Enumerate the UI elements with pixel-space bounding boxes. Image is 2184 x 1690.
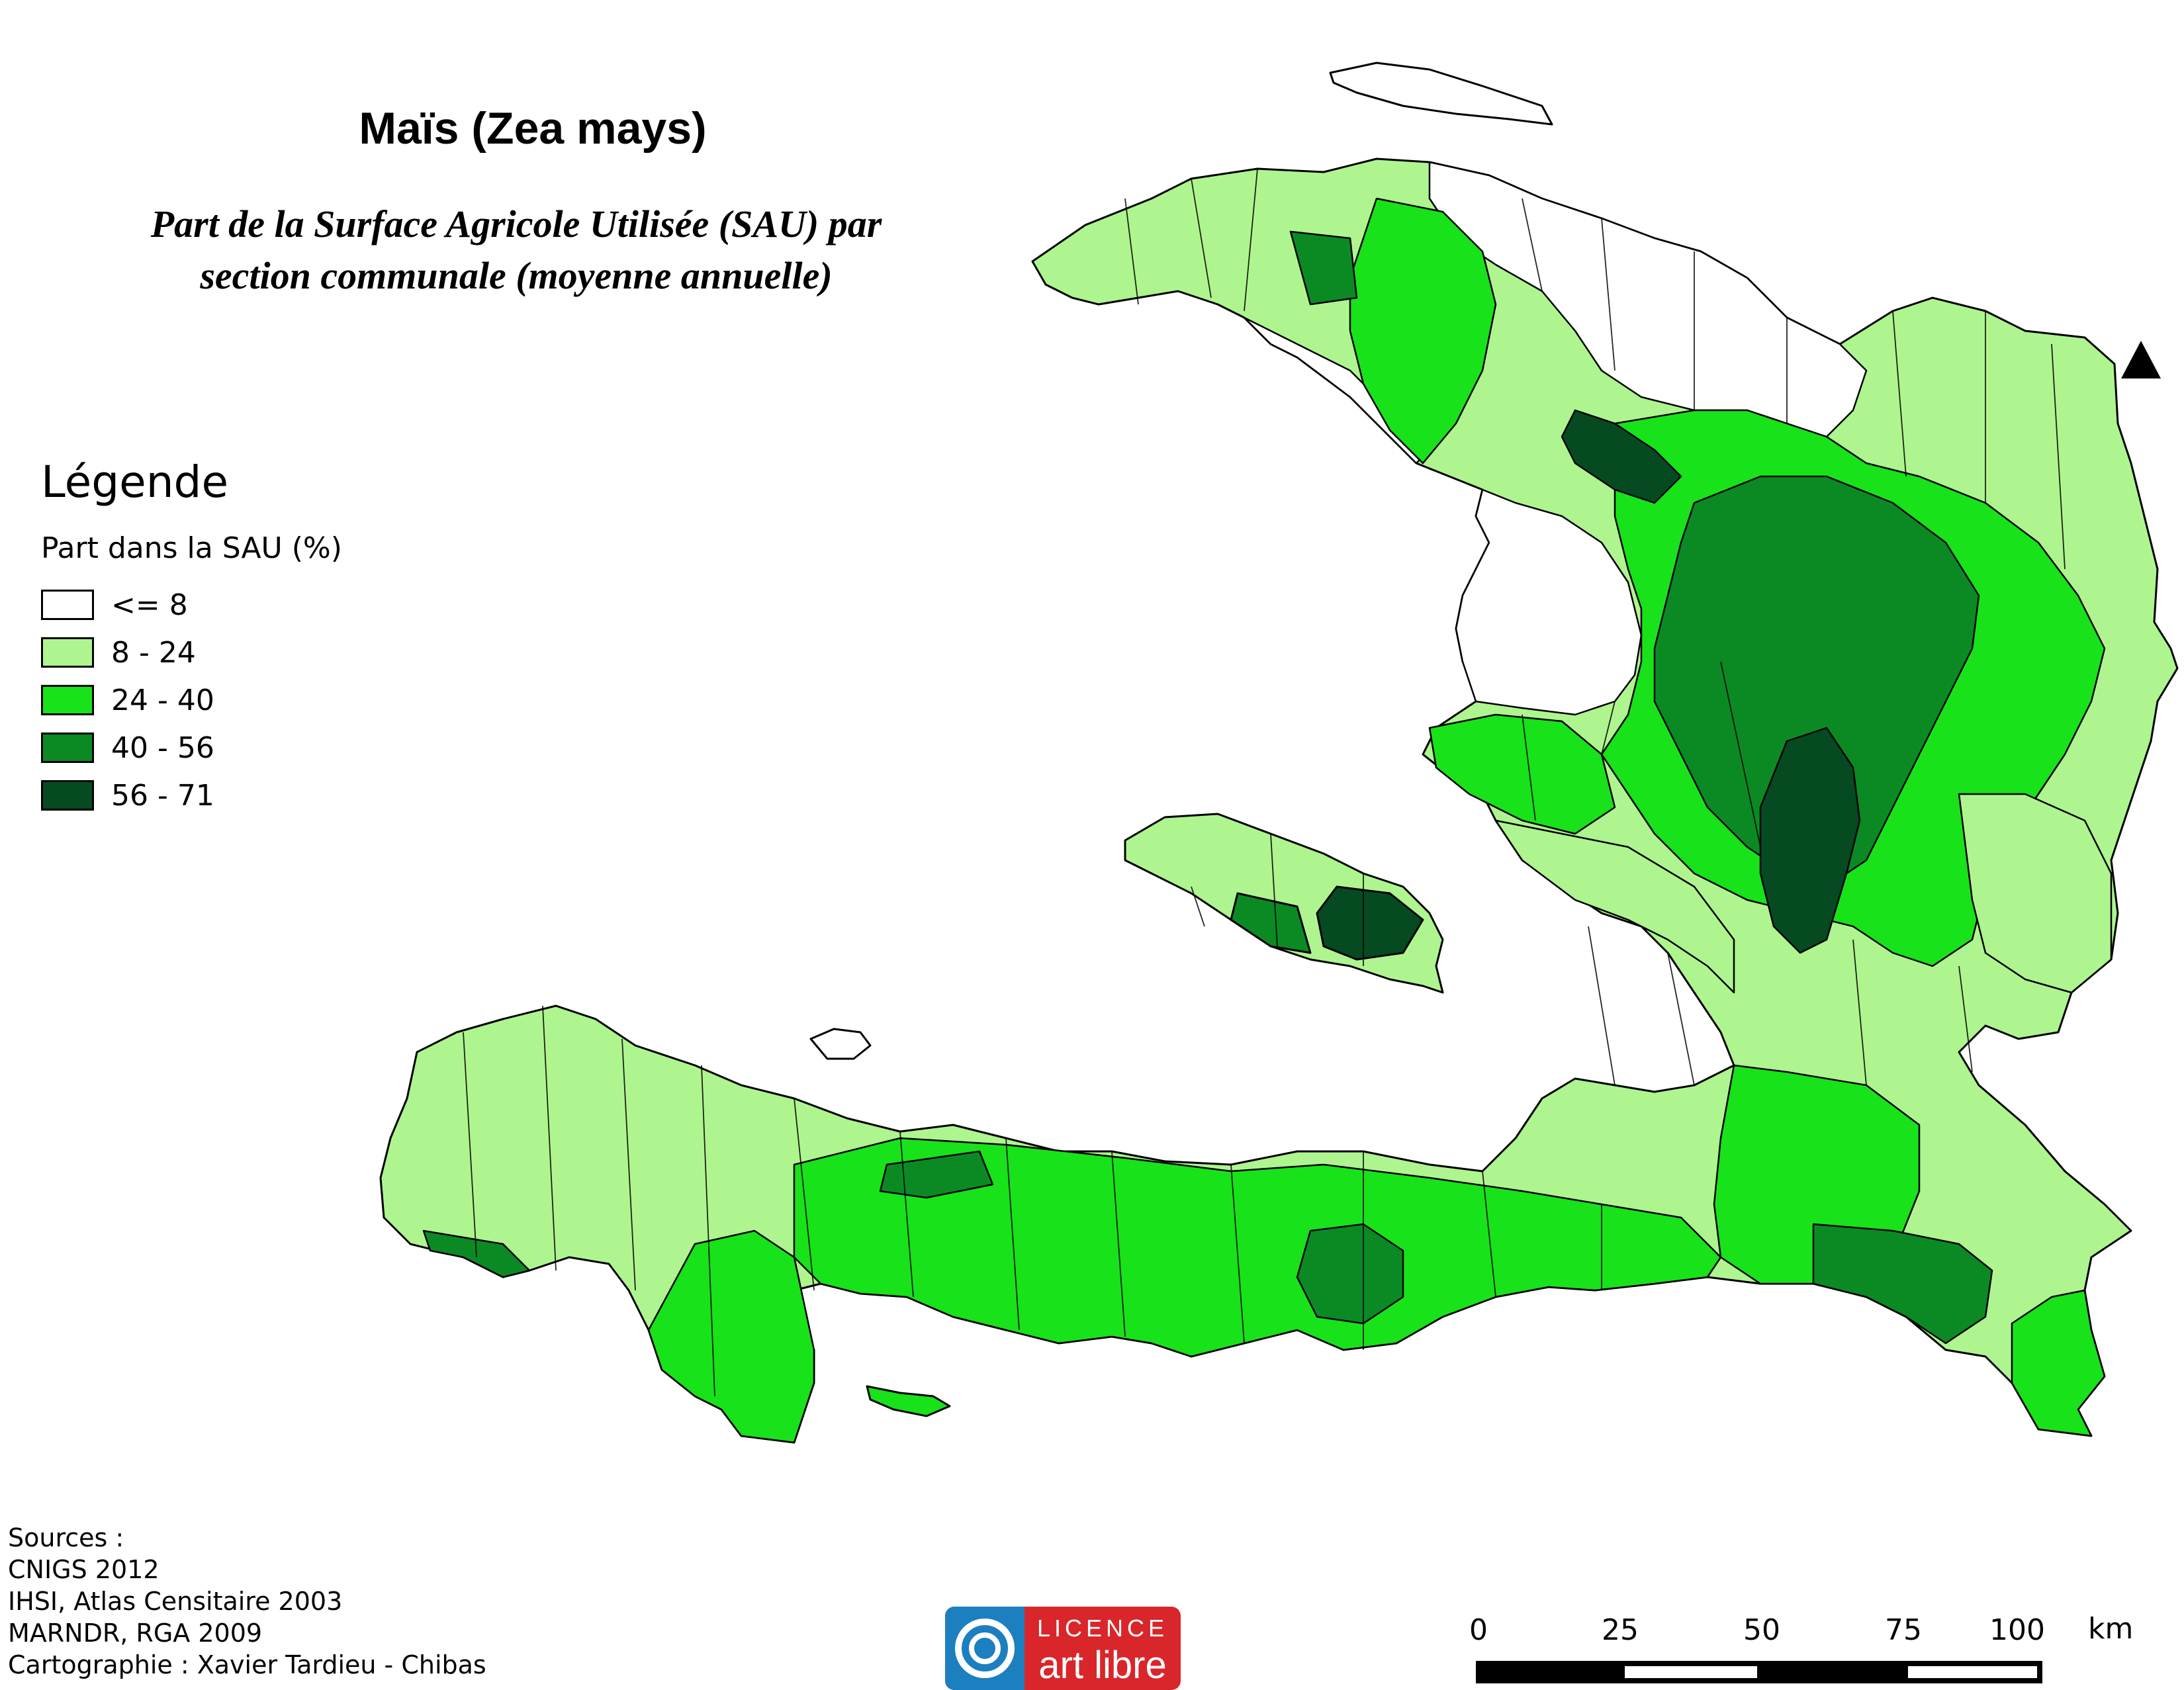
licence-line2: art libre: [1038, 1644, 1166, 1687]
scale-tick-label: 25: [1602, 1613, 1639, 1647]
scale-tick-label: 75: [1885, 1613, 1922, 1647]
legend-swatch: [41, 685, 94, 715]
zone-northwest-peninsula-dark: [1289, 230, 1358, 306]
ile-a-vache: [866, 1385, 951, 1417]
scale-tick-label: 0: [1469, 1613, 1488, 1647]
legend: Légende Part dans la SAU (%) <= 8 8 - 24…: [41, 457, 342, 819]
cayemites-island: [809, 1028, 872, 1060]
licence-art-libre-logo: LICENCE art libre: [945, 1607, 1181, 1690]
legend-label: <= 8: [111, 588, 188, 622]
north-arrow-icon: [2121, 341, 2161, 378]
sources-block: Sources : CNIGS 2012 IHSI, Atlas Censita…: [8, 1522, 486, 1681]
licence-line1: LICENCE: [1037, 1615, 1168, 1642]
zone-southeast-tip-green: [2011, 1289, 2106, 1437]
zone-northwest-peninsula-green: [1349, 197, 1497, 465]
zone-south-dark-2: [879, 1150, 994, 1199]
legend-label: 8 - 24: [111, 635, 196, 670]
map-title: Maïs (Zea mays): [359, 103, 707, 154]
zone-center-dark: [1653, 475, 1980, 888]
legend-item: 56 - 71: [41, 772, 342, 819]
legend-item: <= 8: [41, 581, 342, 629]
legend-title: Légende: [41, 457, 229, 508]
zone-east-light: [1958, 793, 2113, 994]
zone-west-light: [1494, 819, 1735, 994]
scale-tick-label: 50: [1743, 1613, 1780, 1647]
scale-bar: 0 25 50 75 100: [1469, 1613, 2045, 1683]
sources-line: IHSI, Atlas Censitaire 2003: [8, 1587, 343, 1616]
legend-swatch: [41, 733, 94, 763]
scale-tick-label: 100: [1989, 1613, 2045, 1647]
zone-artibonite-green: [1428, 713, 1616, 835]
legend-subtitle: Part dans la SAU (%): [41, 531, 342, 565]
gonave-mid: [1230, 892, 1312, 954]
scale-unit: km: [2088, 1612, 2134, 1646]
subtitle-line-2: section communale (moyenne annuelle): [200, 254, 833, 297]
gonave-dark: [1316, 885, 1424, 961]
zone-south-dark-1: [1296, 1223, 1404, 1325]
sources-line: Sources :: [8, 1523, 124, 1552]
legend-label: 56 - 71: [111, 778, 214, 813]
zone-north-darkest: [1561, 409, 1682, 504]
zone-southwest-green: [647, 1229, 815, 1444]
subtitle-line-1: Part de la Surface Agricole Utilisée (SA…: [150, 202, 882, 245]
legend-label: 40 - 56: [111, 731, 214, 765]
legend-item: 8 - 24: [41, 629, 342, 676]
sources-line: CNIGS 2012: [8, 1555, 159, 1584]
legend-item: 24 - 40: [41, 676, 342, 724]
tortuga-island: [1329, 62, 1553, 126]
legend-label: 24 - 40: [111, 683, 214, 717]
sources-line: Cartographie : Xavier Tardieu - Chibas: [8, 1650, 486, 1679]
zone-northwest-white: [1243, 316, 1431, 465]
zone-west-white: [1455, 488, 1643, 716]
legend-item: 40 - 56: [41, 724, 342, 772]
sources-line: MARNDR, RGA 2009: [8, 1619, 263, 1648]
zone-south-east-dark: [1812, 1223, 1993, 1345]
legend-swatch: [41, 637, 94, 668]
zone-central-darkest: [1759, 727, 1861, 954]
zone-south-coast-green: [793, 1137, 1722, 1358]
map-subtitle: Part de la Surface Agricole Utilisée (SA…: [0, 199, 1032, 302]
legend-swatch: [41, 780, 94, 811]
legend-swatch: [41, 590, 94, 620]
